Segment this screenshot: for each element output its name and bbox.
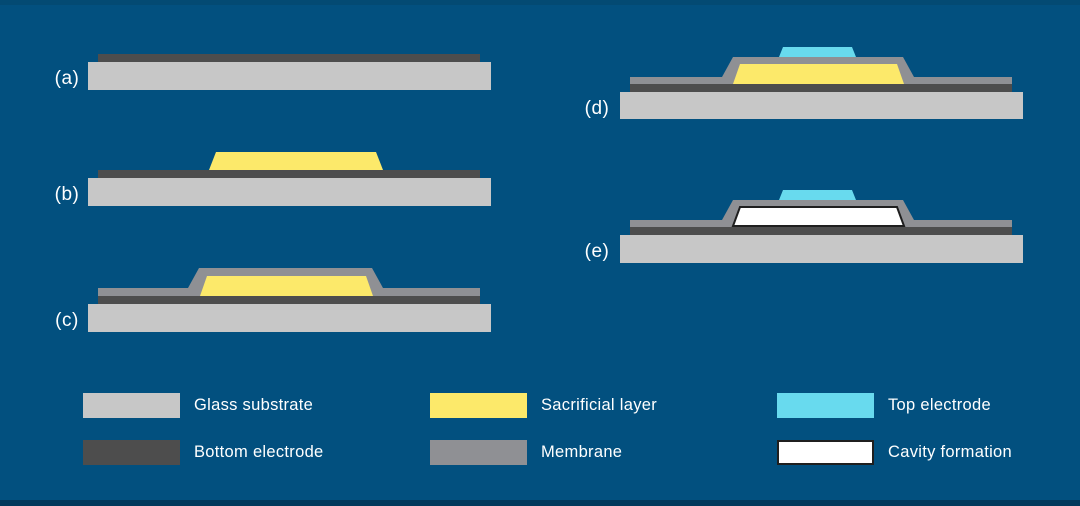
top-electrode-swatch bbox=[777, 393, 874, 418]
panel-c: (c) bbox=[55, 268, 491, 332]
panel-e: (e) bbox=[585, 190, 1023, 263]
glass-substrate-layer bbox=[88, 304, 491, 332]
panel-b-label: (b) bbox=[55, 184, 80, 205]
bottom-edge-strip bbox=[0, 500, 1080, 506]
bottom-electrode-layer bbox=[630, 227, 1012, 235]
panel-c-label: (c) bbox=[55, 310, 79, 331]
top-edge-strip bbox=[0, 0, 1080, 5]
panel-d-label: (d) bbox=[585, 98, 610, 119]
glass-substrate-layer bbox=[88, 178, 491, 206]
legend-item-bottom-electrode: Bottom electrode bbox=[83, 440, 324, 465]
sacrificial-layer-swatch bbox=[430, 393, 527, 418]
top-electrode-layer bbox=[779, 190, 856, 200]
legend-label: Bottom electrode bbox=[194, 443, 324, 461]
legend-item-top-electrode: Top electrode bbox=[777, 393, 991, 418]
panel-a-label: (a) bbox=[55, 68, 80, 89]
legend-item-membrane: Membrane bbox=[430, 440, 622, 465]
glass-substrate-swatch bbox=[83, 393, 180, 418]
membrane-swatch bbox=[430, 440, 527, 465]
legend-item-glass-substrate: Glass substrate bbox=[83, 393, 313, 418]
legend-item-cavity-formation: Cavity formation bbox=[777, 440, 1012, 465]
bottom-electrode-layer bbox=[98, 296, 480, 304]
panel-a: (a) bbox=[55, 54, 491, 90]
bottom-electrode-layer bbox=[98, 170, 480, 178]
legend-label: Top electrode bbox=[888, 396, 991, 414]
top-electrode-layer bbox=[779, 47, 856, 57]
cavity-formation-swatch bbox=[777, 440, 874, 465]
panel-d: (d) bbox=[585, 47, 1023, 119]
glass-substrate-layer bbox=[88, 62, 491, 90]
bottom-electrode-swatch bbox=[83, 440, 180, 465]
glass-substrate-layer bbox=[620, 235, 1023, 263]
panel-e-label: (e) bbox=[585, 241, 610, 262]
bottom-electrode-layer bbox=[630, 84, 1012, 92]
glass-substrate-layer bbox=[620, 92, 1023, 119]
cavity-layer bbox=[731, 206, 906, 227]
legend-label: Cavity formation bbox=[888, 443, 1013, 461]
legend-label: Sacrificial layer bbox=[541, 396, 658, 414]
sacrificial-layer bbox=[209, 152, 383, 170]
bottom-electrode-layer bbox=[98, 54, 480, 62]
legend-label: Glass substrate bbox=[194, 396, 314, 414]
panel-b: (b) bbox=[55, 152, 491, 206]
legend-item-sacrificial-layer: Sacrificial layer bbox=[430, 393, 657, 418]
sacrificial-layer bbox=[200, 276, 373, 296]
sacrificial-layer bbox=[733, 64, 904, 84]
legend-label: Membrane bbox=[541, 443, 623, 461]
